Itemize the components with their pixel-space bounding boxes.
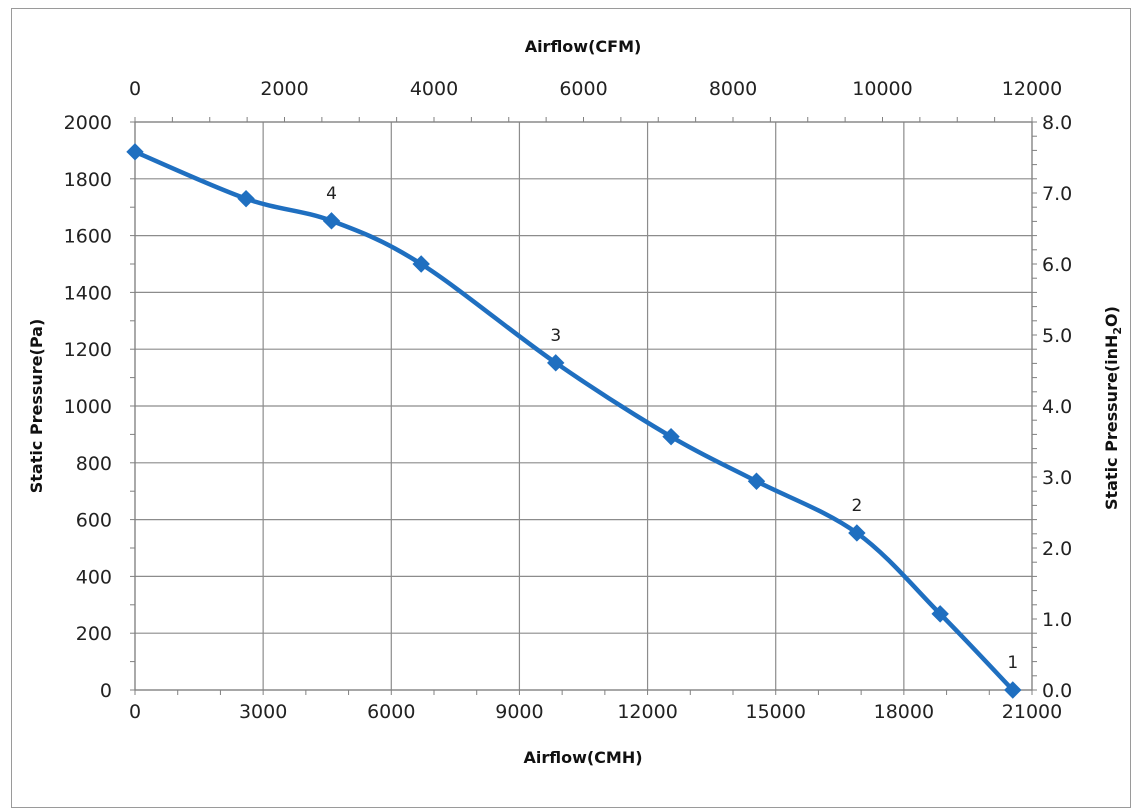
data-point-marker xyxy=(237,189,255,208)
y-right-tick-label: 6.0 xyxy=(1042,254,1072,276)
y-right-tick-label: 1.0 xyxy=(1042,609,1072,631)
y-right-axis-title: Static Pressure(inH2O) xyxy=(1102,306,1124,510)
x-top-tick-label: 0 xyxy=(129,78,141,100)
y-right-tick-label: 3.0 xyxy=(1042,467,1072,489)
y-left-tick-label: 1200 xyxy=(64,339,112,361)
y-left-axis-title: Static Pressure(Pa) xyxy=(27,319,46,494)
y-left-tick-label: 1000 xyxy=(64,396,112,418)
y-left-tick-label: 400 xyxy=(76,566,112,588)
x-top-tick-label: 2000 xyxy=(260,78,308,100)
x-bottom-tick-label: 3000 xyxy=(239,701,287,723)
x-top-tick-label: 4000 xyxy=(410,78,458,100)
data-point-marker xyxy=(848,524,866,542)
y-left-tick-label: 1400 xyxy=(64,282,112,304)
x-bottom-tick-label: 15000 xyxy=(745,701,805,723)
x-bottom-axis-title: Airflow(CMH) xyxy=(523,748,642,767)
y-right-tick-label: 4.0 xyxy=(1042,396,1072,418)
top-tick-labels: 0 2000 4000 6000 8000 10000 12000 xyxy=(129,78,1062,100)
y-right-tick-label: 5.0 xyxy=(1042,325,1072,347)
x-top-tick-label: 8000 xyxy=(709,78,757,100)
x-bottom-tick-label: 18000 xyxy=(874,701,934,723)
data-point-marker xyxy=(412,255,430,273)
y-right-tick-label: 2.0 xyxy=(1042,538,1072,560)
x-top-tick-label: 10000 xyxy=(852,78,912,100)
data-point-marker xyxy=(931,605,949,623)
point-annotation-label: 2 xyxy=(851,496,862,516)
data-point-marker xyxy=(747,472,766,490)
bottom-tick-labels: 0 3000 6000 9000 12000 15000 18000 21000 xyxy=(129,701,1062,723)
y-right-tick-label: 7.0 xyxy=(1042,183,1072,205)
x-bottom-tick-label: 0 xyxy=(129,701,141,723)
x-bottom-tick-label: 12000 xyxy=(617,701,677,723)
point-annotation-label: 3 xyxy=(550,326,561,346)
y-left-tick-label: 600 xyxy=(76,510,112,532)
right-tick-labels: 0.0 1.0 2.0 3.0 4.0 5.0 6.0 7.0 8.0 xyxy=(1042,112,1072,702)
minor-ticks xyxy=(130,117,1037,695)
y-right-tick-label: 8.0 xyxy=(1042,112,1072,134)
series-layer xyxy=(126,143,1022,699)
x-bottom-tick-label: 21000 xyxy=(1002,701,1062,723)
plot-area-border xyxy=(134,121,1033,691)
y-left-tick-label: 1800 xyxy=(64,169,112,191)
point-annotations: 1 2 3 4 xyxy=(326,184,1018,673)
x-bottom-tick-label: 6000 xyxy=(367,701,415,723)
data-point-marker xyxy=(322,212,341,230)
data-point-marker xyxy=(547,354,565,372)
y-right-tick-label: 0.0 xyxy=(1042,680,1072,702)
left-tick-labels: 0 200 400 600 800 1000 1200 1400 1600 1800 2000 xyxy=(64,112,112,702)
point-annotation-label: 1 xyxy=(1007,653,1018,673)
y-left-tick-label: 2000 xyxy=(64,112,112,134)
x-bottom-tick-label: 9000 xyxy=(495,701,543,723)
chart-frame xyxy=(11,8,1131,808)
x-top-tick-label: 12000 xyxy=(1002,78,1062,100)
y-left-tick-label: 1600 xyxy=(64,226,112,248)
x-top-axis-title: Airflow(CFM) xyxy=(525,37,642,56)
data-point-marker xyxy=(1004,681,1022,699)
y-left-tick-label: 0 xyxy=(100,680,112,702)
data-point-marker xyxy=(662,427,680,446)
y-left-tick-label: 800 xyxy=(76,453,112,475)
series-line xyxy=(134,149,1015,692)
y-left-tick-label: 200 xyxy=(76,623,112,645)
x-top-tick-label: 6000 xyxy=(559,78,607,100)
point-annotation-label: 4 xyxy=(326,184,337,204)
data-point-marker xyxy=(126,143,144,161)
